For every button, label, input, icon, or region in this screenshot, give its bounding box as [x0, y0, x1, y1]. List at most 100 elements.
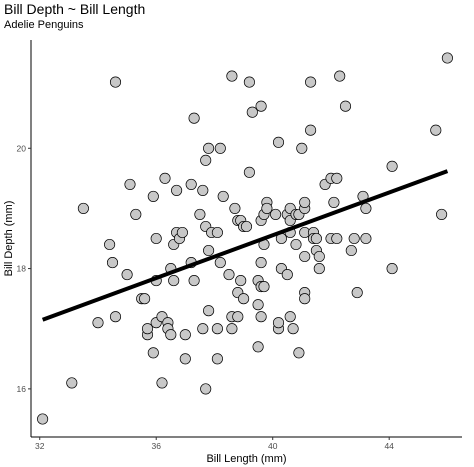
data-point [430, 124, 442, 136]
data-point [203, 244, 215, 257]
data-point [124, 178, 136, 190]
data-point [214, 257, 226, 269]
data-point [66, 377, 78, 389]
data-point [386, 160, 398, 172]
data-point [334, 70, 346, 82]
data-point [77, 202, 89, 214]
data-point [211, 226, 223, 239]
data-point [436, 208, 448, 220]
data-point [261, 202, 273, 214]
data-point [139, 293, 151, 305]
data-point [165, 329, 177, 341]
data-point [147, 347, 159, 359]
data-point [252, 341, 264, 353]
data-point [229, 202, 241, 214]
y-axis-ticks: 16 18 20 [17, 143, 31, 394]
data-point [147, 190, 159, 202]
data-point [214, 142, 226, 154]
data-point [109, 311, 122, 323]
data-point [281, 269, 293, 281]
data-point [290, 238, 302, 251]
x-axis-title: Bill Length (mm) [206, 453, 286, 465]
data-point [235, 275, 247, 287]
data-point [287, 323, 299, 335]
data-point [238, 293, 250, 305]
data-point [293, 347, 305, 359]
data-point [284, 311, 296, 323]
data-point [200, 383, 212, 395]
data-point [197, 323, 209, 335]
data-point [176, 226, 188, 239]
data-point [240, 220, 253, 233]
y-tick-label: 20 [17, 143, 27, 153]
data-point [150, 232, 162, 245]
data-point [305, 76, 317, 88]
data-point [296, 142, 308, 154]
data-point [299, 250, 311, 263]
points-layer [37, 52, 453, 425]
data-point [272, 136, 285, 148]
data-point [141, 323, 154, 335]
data-point [188, 112, 200, 124]
x-tick-label: 36 [151, 441, 161, 451]
data-point [232, 311, 244, 323]
chart-subtitle: Adelie Penguins [4, 19, 84, 31]
data-point [203, 305, 215, 317]
y-tick-label: 16 [17, 384, 27, 394]
data-point [211, 353, 223, 365]
data-point [313, 263, 325, 275]
data-point [106, 257, 119, 269]
data-point [179, 353, 191, 365]
trend-layer [41, 169, 449, 322]
data-point [246, 106, 258, 118]
data-point [331, 172, 343, 184]
data-point [331, 232, 343, 245]
data-point [159, 172, 171, 184]
data-point [194, 208, 206, 220]
data-point [299, 293, 311, 305]
data-point [243, 166, 255, 178]
x-axis-ticks: 32 36 40 44 [35, 437, 394, 451]
data-point [255, 257, 267, 269]
data-point [305, 124, 317, 136]
data-point [226, 323, 238, 335]
data-point [345, 244, 357, 257]
data-point [104, 238, 116, 251]
data-point [156, 377, 168, 389]
data-point [351, 287, 363, 299]
data-point [441, 52, 453, 64]
data-point [348, 232, 360, 245]
data-point [121, 269, 133, 281]
y-tick-label: 18 [17, 264, 27, 274]
data-point [200, 154, 212, 166]
data-point [223, 269, 235, 281]
x-tick-label: 44 [384, 441, 394, 451]
data-point [185, 178, 197, 190]
x-tick-label: 40 [268, 441, 278, 451]
chart-title: Bill Depth ~ Bill Length [4, 1, 146, 17]
data-point [272, 317, 285, 329]
data-point [211, 323, 223, 335]
data-point [226, 70, 238, 82]
data-point [171, 184, 183, 196]
data-point [37, 413, 49, 425]
data-point [92, 317, 104, 329]
data-point [328, 196, 340, 208]
data-point [299, 196, 311, 208]
y-axis-title: Bill Depth (mm) [3, 201, 15, 277]
data-point [130, 208, 142, 220]
data-point [109, 76, 122, 88]
data-point [313, 250, 325, 263]
data-point [360, 232, 372, 245]
data-point [386, 263, 398, 275]
data-point [168, 275, 180, 287]
data-point [360, 202, 372, 214]
data-point [258, 281, 270, 293]
data-point [197, 184, 209, 196]
data-point [252, 299, 264, 311]
data-point [188, 275, 200, 287]
data-point [310, 232, 322, 245]
data-point [255, 311, 267, 323]
data-point [217, 190, 229, 202]
